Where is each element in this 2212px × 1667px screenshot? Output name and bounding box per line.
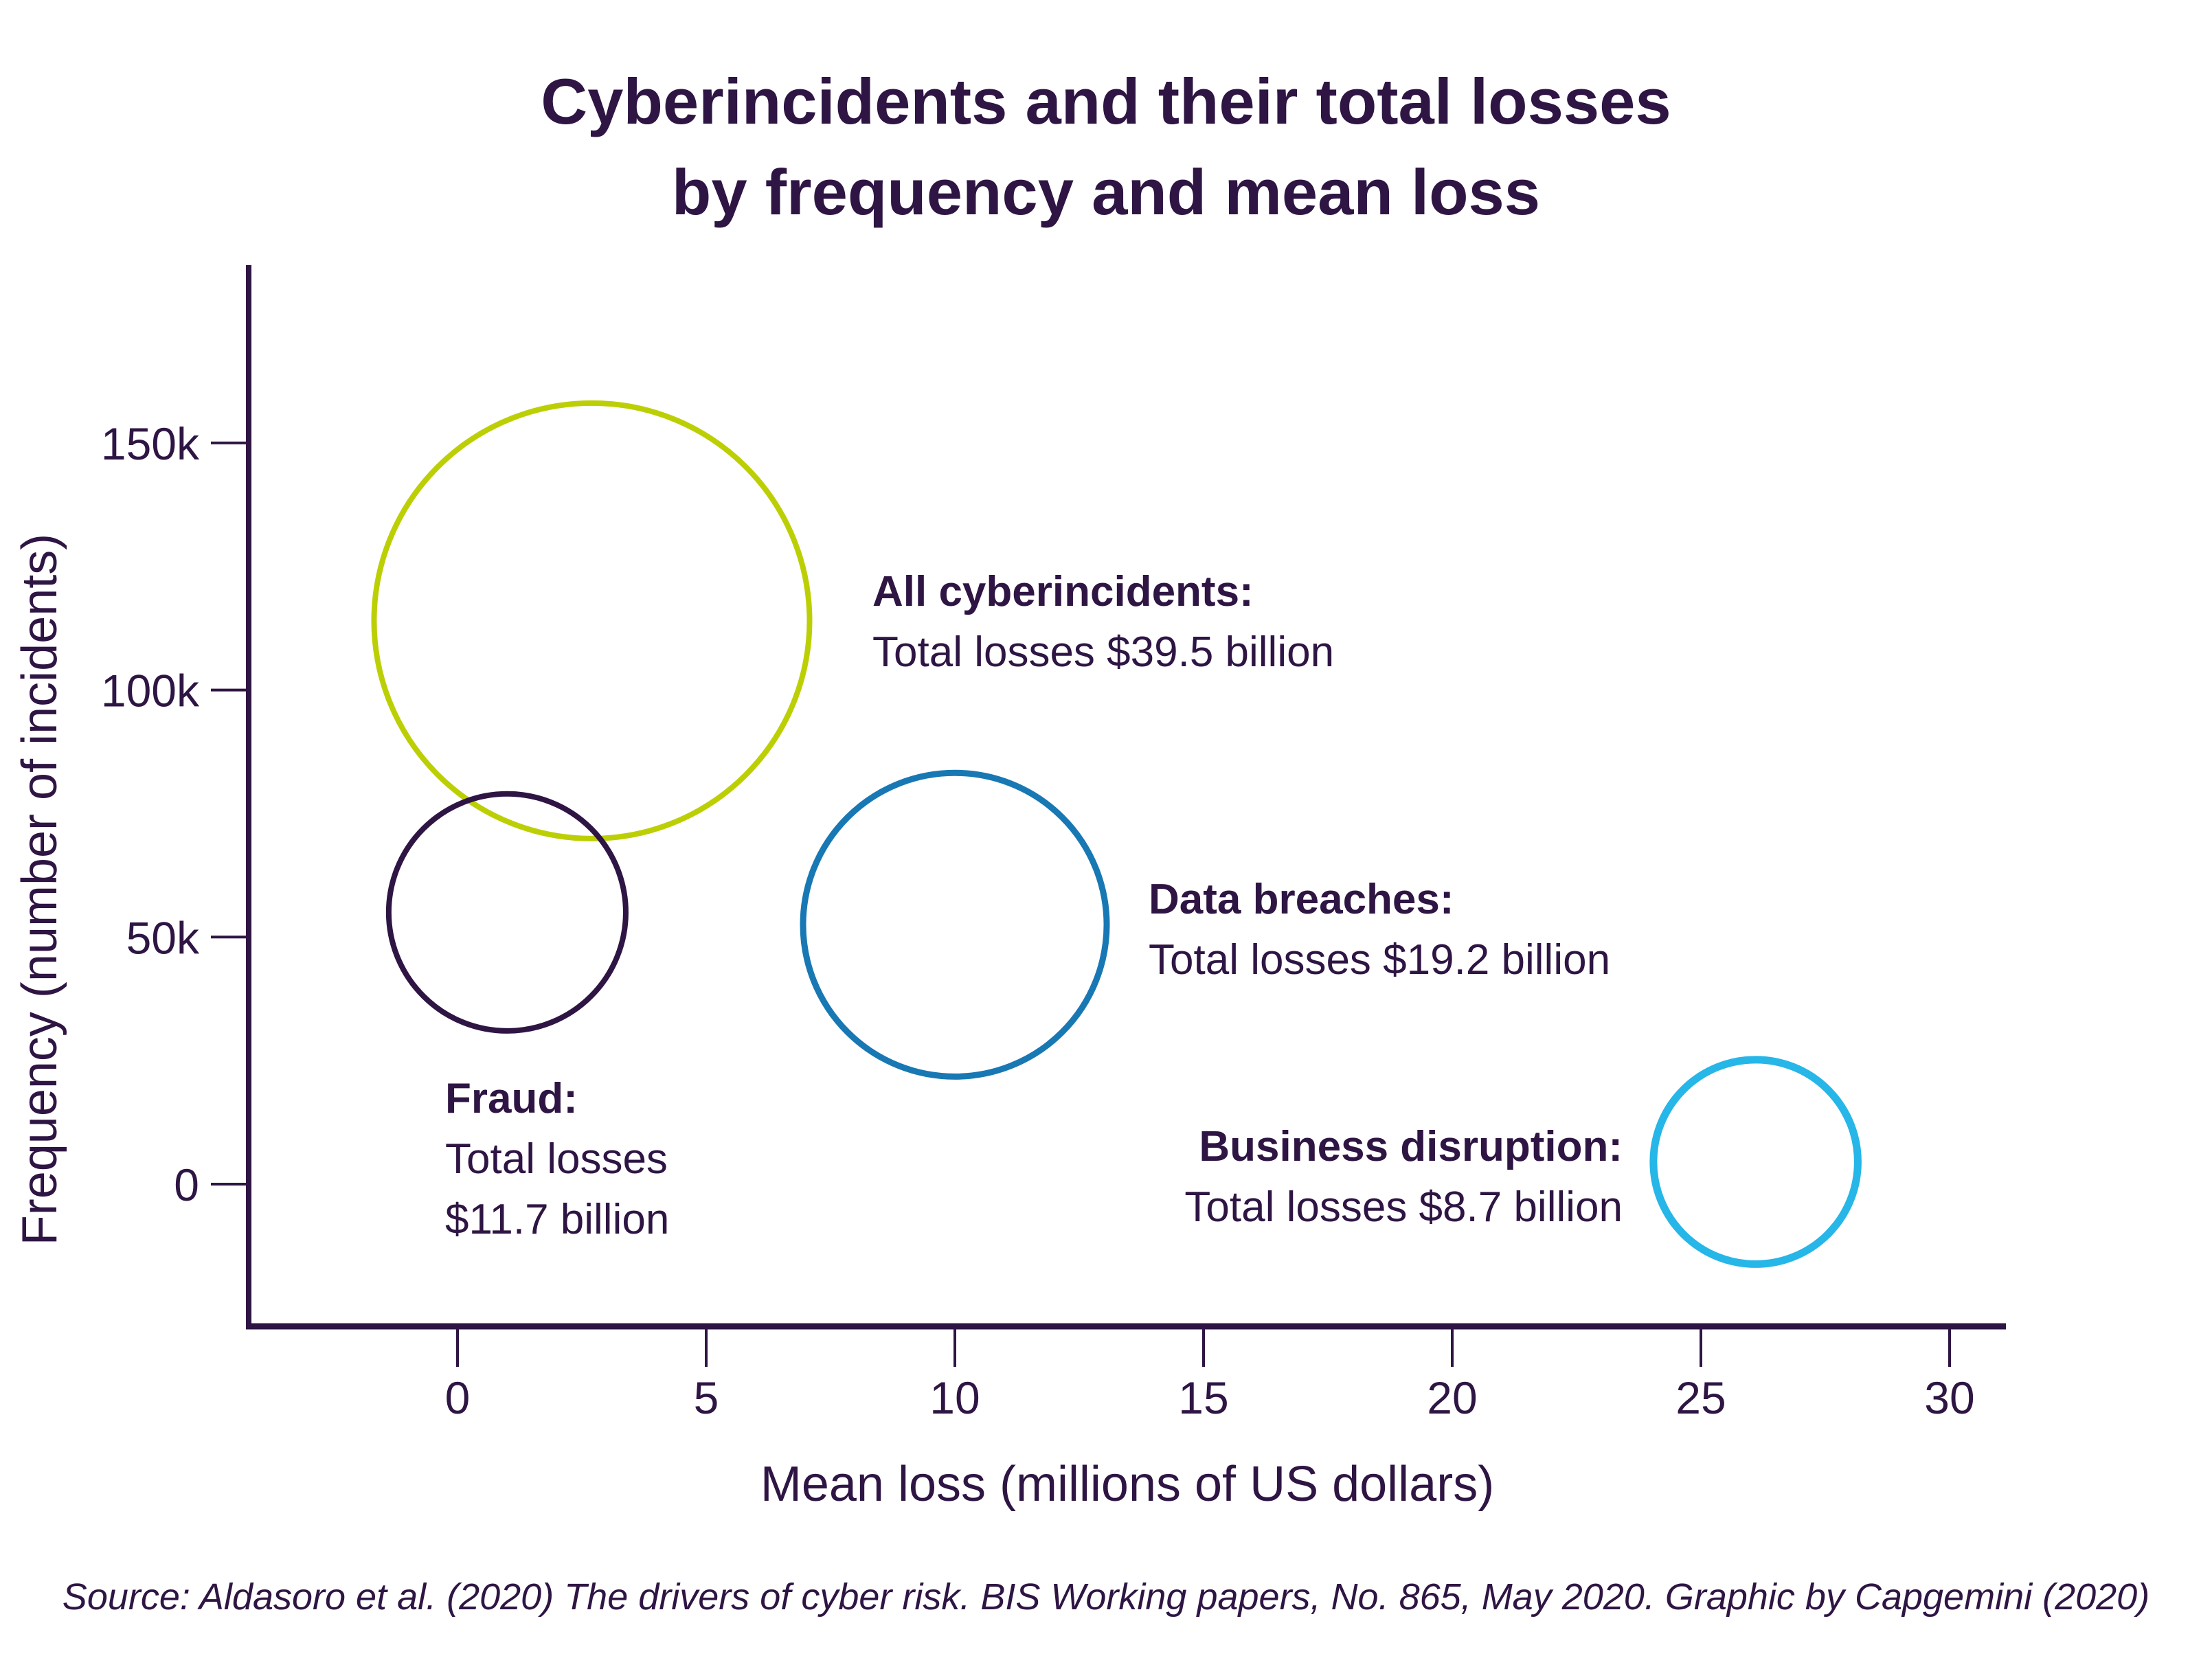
y-axis-ticks: 0 50k 100k 150k: [101, 418, 248, 1210]
x-tick-label-25: 25: [1675, 1372, 1726, 1423]
source-note: Source: Aldasoro et al. (2020) The drive…: [62, 1576, 2150, 1618]
bubble-circle-data-breaches: [800, 769, 1110, 1080]
annotation-fraud: Fraud: Total losses $11.7 billion: [445, 1069, 669, 1250]
x-axis-ticks: 0 5 10 15 20 25 30: [445, 1328, 1975, 1423]
x-axis-title: Mean loss (millions of US dollars): [760, 1457, 1495, 1512]
annotation-fraud-value-line2: $11.7 billion: [445, 1196, 670, 1243]
x-tick-label-5: 5: [694, 1372, 719, 1423]
annotation-data-breaches: Data breaches: Total losses $19.2 billio…: [1149, 870, 1610, 990]
x-tick-label-30: 30: [1924, 1372, 1974, 1423]
annotation-business-disruption-heading: Business disruption:: [1199, 1123, 1623, 1170]
y-tick-label-100k: 100k: [101, 666, 200, 716]
bubble-circle-business-disruption: [1649, 1056, 1862, 1268]
x-tick-label-20: 20: [1427, 1372, 1477, 1423]
annotation-fraud-heading: Fraud:: [445, 1075, 578, 1122]
annotation-data-breaches-value: Total losses $19.2 billion: [1149, 936, 1611, 984]
annotation-all-cyberincidents-value: Total losses $39.5 billion: [872, 628, 1335, 676]
x-tick-label-10: 10: [929, 1372, 980, 1423]
bubble-circle-fraud: [385, 791, 629, 1034]
annotation-all-cyberincidents-heading: All cyberincidents:: [872, 568, 1254, 615]
chart-title: Cyberincidents and their total losses by…: [0, 56, 2212, 238]
annotation-all-cyberincidents: All cyberincidents: Total losses $39.5 b…: [872, 562, 1334, 683]
annotation-business-disruption-value: Total losses $8.7 billion: [1184, 1183, 1623, 1231]
bubble-circles: [371, 400, 1862, 1268]
y-tick-label-50k: 50k: [126, 912, 200, 963]
chart-title-line1: Cyberincidents and their total losses: [541, 65, 1671, 137]
annotation-business-disruption: Business disruption: Total losses $8.7 b…: [1184, 1117, 1623, 1238]
y-tick-label-150k: 150k: [101, 418, 200, 469]
annotation-fraud-value-line1: Total losses: [445, 1135, 668, 1183]
y-tick-label-0: 0: [174, 1159, 199, 1210]
chart-title-line2: by frequency and mean loss: [671, 156, 1541, 228]
annotation-data-breaches-heading: Data breaches:: [1149, 876, 1454, 923]
bubble-circle-all-cyberincidents: [371, 400, 813, 841]
x-tick-label-0: 0: [445, 1372, 471, 1423]
x-tick-label-15: 15: [1178, 1372, 1228, 1423]
